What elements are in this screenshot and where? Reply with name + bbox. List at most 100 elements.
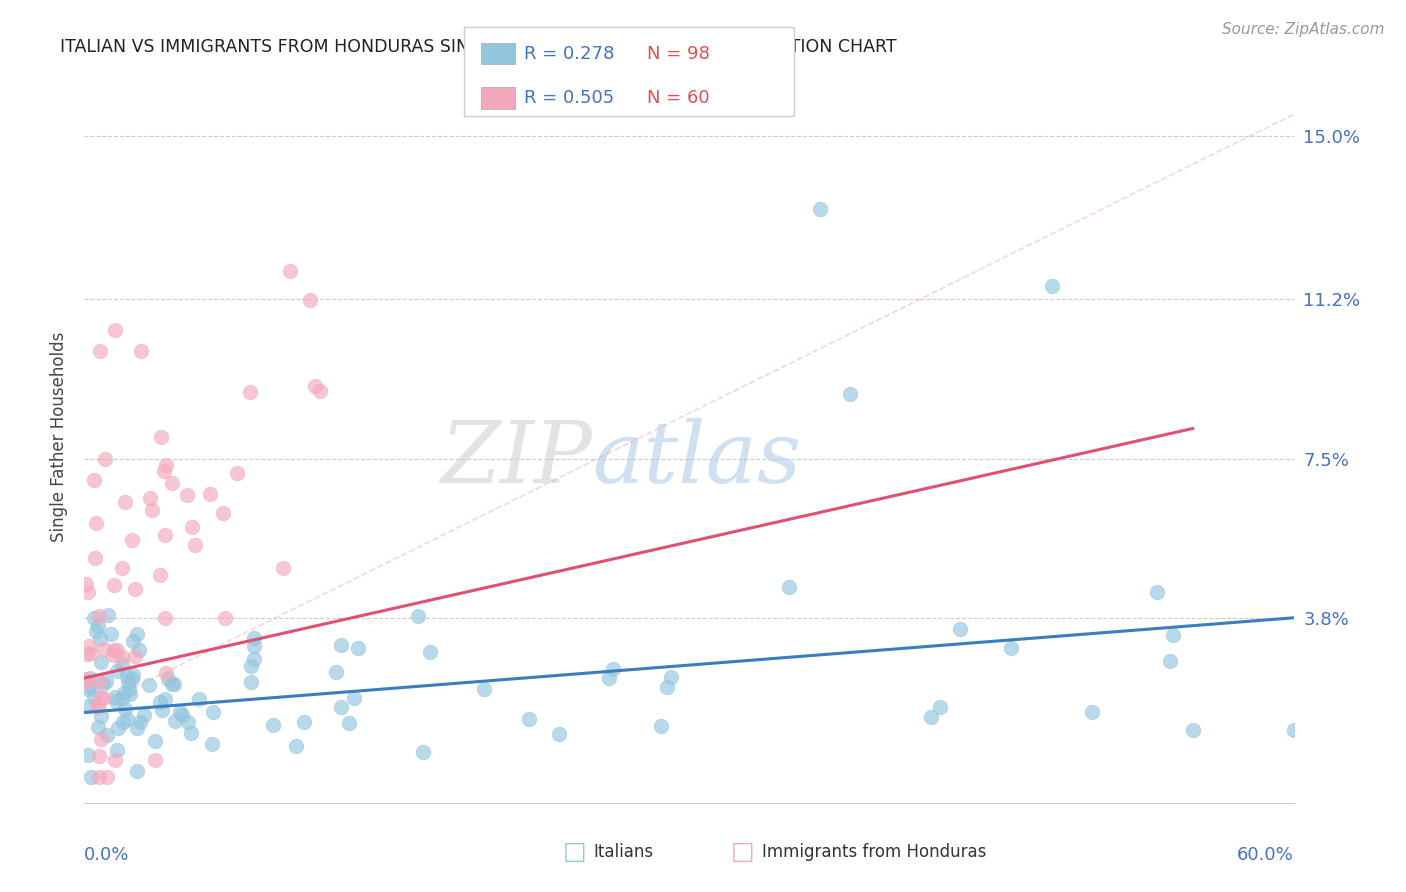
Point [125,721,148,735]
Point [408,609,430,624]
Point [143,753,166,767]
Point [79,681,101,695]
Point [808,202,831,216]
Point [103,578,125,592]
Point [180,520,202,534]
Point [87,609,110,624]
Point [155,458,177,473]
Point [138,677,160,691]
Point [149,430,172,444]
Point [112,686,135,700]
Point [309,384,332,398]
Point [778,580,800,594]
Point [125,627,148,641]
Point [105,694,128,708]
Point [87,700,110,714]
Point [419,645,441,659]
Point [139,491,162,505]
Point [292,714,315,729]
Point [163,714,186,728]
Point [149,695,172,709]
Point [104,322,127,336]
Point [920,710,942,724]
Point [1159,654,1181,668]
Text: 60.0%: 60.0% [1237,846,1294,863]
Point [83,473,105,487]
Point [298,293,321,307]
Point [90,709,112,723]
Point [949,623,972,637]
Point [129,715,152,730]
Point [160,476,183,491]
Point [104,753,127,767]
Point [141,502,163,516]
Y-axis label: Single Father Households: Single Father Households [49,332,67,542]
Point [226,466,249,480]
Point [598,671,620,685]
Point [240,659,263,673]
Point [517,712,540,726]
Point [79,646,101,660]
Point [839,387,862,401]
Point [86,699,108,714]
Text: Immigrants from Honduras: Immigrants from Honduras [762,843,987,861]
Point [89,344,111,359]
Point [1040,279,1063,293]
Point [107,721,129,735]
Point [239,384,262,399]
Point [242,631,264,645]
Point [76,675,98,690]
Point [347,641,370,656]
Point [129,344,152,359]
Point [143,734,166,748]
Point [214,611,236,625]
Point [155,666,177,681]
Point [111,691,134,706]
Point [124,582,146,596]
Point [201,705,224,719]
Point [124,649,146,664]
Point [83,611,105,625]
Text: N = 60: N = 60 [647,89,710,107]
Point [412,745,434,759]
Point [91,691,114,706]
Point [114,702,136,716]
Point [1146,585,1168,599]
Point [75,577,97,591]
Point [1000,640,1022,655]
Point [184,538,207,552]
Point [655,680,678,694]
Point [107,643,129,657]
Point [83,690,105,705]
Point [80,770,103,784]
Point [83,551,105,566]
Point [97,607,120,622]
Point [111,650,134,665]
Point [337,715,360,730]
Point [243,652,266,666]
Point [176,488,198,502]
Point [201,737,224,751]
Point [329,638,352,652]
Point [1282,723,1305,737]
Text: ZIP: ZIP [440,417,592,500]
Point [100,627,122,641]
Text: 0.0%: 0.0% [84,846,129,863]
Point [1181,723,1204,737]
Point [928,700,950,714]
Text: Italians: Italians [593,843,654,861]
Point [659,670,682,684]
Point [342,691,364,706]
Point [243,640,266,654]
Point [75,672,97,686]
Point [77,698,100,713]
Point [87,619,110,633]
Point [105,742,128,756]
Point [121,533,143,547]
Point [121,672,143,686]
Point [90,690,112,705]
Text: R = 0.505: R = 0.505 [524,89,614,107]
Point [76,647,98,661]
Point [602,663,624,677]
Point [1161,628,1184,642]
